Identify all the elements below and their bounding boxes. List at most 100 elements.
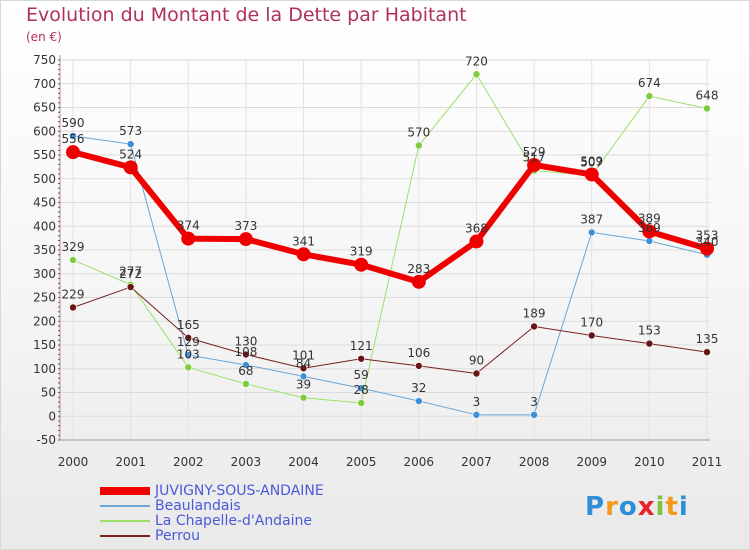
logo-letter: i [655, 492, 666, 522]
data-label: 130 [234, 335, 257, 349]
legend-swatch [100, 505, 150, 507]
data-point [238, 232, 253, 247]
data-label: 319 [350, 245, 373, 259]
y-tick-label: 0 [48, 409, 56, 423]
series-line [72, 149, 708, 285]
y-tick-label: 450 [33, 196, 56, 210]
logo-letter: r [605, 492, 619, 522]
data-point [299, 372, 308, 381]
x-tick-label: 2005 [346, 455, 377, 469]
x-tick-label: 2008 [519, 455, 550, 469]
data-point [415, 362, 423, 370]
data-label: 3 [473, 395, 481, 409]
data-label: 106 [407, 346, 430, 360]
data-point [299, 393, 308, 402]
data-point [587, 228, 596, 237]
y-tick-label: 650 [33, 101, 56, 115]
logo-letter: x [637, 492, 656, 522]
data-point [242, 361, 250, 369]
data-point [530, 411, 538, 419]
data-label: 374 [177, 219, 200, 233]
chart-title: Evolution du Montant de la Dette par Hab… [26, 4, 467, 26]
data-point [527, 157, 542, 172]
x-tick-label: 2011 [692, 455, 723, 469]
data-point [126, 283, 135, 291]
y-tick-label: 600 [33, 124, 56, 138]
data-label: 570 [407, 126, 430, 140]
data-label: 517 [523, 151, 546, 165]
y-tick-label: 200 [33, 314, 56, 328]
y-tick-label: 250 [33, 291, 56, 305]
data-label: 368 [465, 221, 488, 235]
data-label: 165 [177, 318, 200, 332]
data-point [645, 237, 654, 245]
data-point [357, 399, 365, 407]
data-point [703, 348, 711, 356]
series-line [72, 286, 708, 374]
y-tick-label: 150 [33, 338, 56, 352]
data-point [642, 224, 657, 239]
data-label: 387 [580, 212, 603, 226]
data-label: 329 [62, 240, 85, 254]
data-label: 283 [407, 262, 430, 276]
y-tick-label: 550 [33, 148, 56, 162]
y-tick-label: 100 [33, 362, 56, 376]
legend-swatch [100, 520, 150, 522]
data-point [69, 132, 77, 140]
data-label: 135 [696, 332, 719, 346]
data-point [472, 369, 481, 378]
data-label: 573 [119, 124, 142, 138]
series-line [72, 135, 708, 416]
x-tick-label: 2004 [288, 455, 319, 469]
data-point [587, 331, 596, 340]
logo-letter: i [678, 492, 689, 522]
legend-label: Perrou [155, 528, 200, 544]
data-point [242, 350, 250, 359]
x-tick-label: 2010 [634, 455, 665, 469]
x-tick-label: 2003 [231, 455, 262, 469]
y-tick-label: 300 [33, 267, 56, 281]
proxiti-logo: Proxiti [585, 492, 689, 522]
x-tick-label: 2002 [173, 455, 204, 469]
data-point [299, 364, 308, 373]
data-point [296, 247, 311, 262]
data-point [703, 104, 711, 113]
x-tick-label: 2009 [576, 455, 607, 469]
data-point [181, 231, 196, 246]
data-point [472, 70, 481, 79]
data-label: 28 [354, 383, 369, 397]
data-point [645, 92, 654, 100]
data-label: 590 [62, 116, 85, 130]
data-label: 68 [238, 364, 253, 378]
y-tick-label: 350 [33, 243, 56, 257]
data-point [123, 160, 138, 175]
data-label: 39 [296, 378, 311, 392]
data-point [184, 334, 193, 342]
data-point [184, 351, 193, 359]
chart-subtitle: (en €) [26, 30, 62, 44]
legend-swatch [100, 535, 150, 537]
logo-letter: t [665, 492, 679, 522]
data-label: 720 [465, 54, 488, 68]
data-point [242, 380, 250, 388]
data-point [354, 257, 369, 272]
y-tick-label: 750 [33, 53, 56, 67]
data-point [469, 234, 484, 249]
data-label: 84 [296, 356, 311, 370]
data-label: 101 [292, 348, 315, 362]
data-label: 648 [696, 88, 719, 102]
logo-letter: P [585, 492, 606, 522]
data-label: 3 [530, 395, 538, 409]
y-tick-label: -50 [36, 433, 56, 447]
data-point [69, 256, 77, 264]
data-label: 32 [411, 381, 426, 395]
x-tick-label: 2007 [461, 455, 492, 469]
data-label: 509 [580, 154, 603, 168]
data-label: 341 [292, 234, 315, 248]
data-point [584, 167, 599, 182]
data-point [415, 397, 423, 405]
data-label: 529 [523, 145, 546, 159]
data-point [645, 339, 654, 348]
